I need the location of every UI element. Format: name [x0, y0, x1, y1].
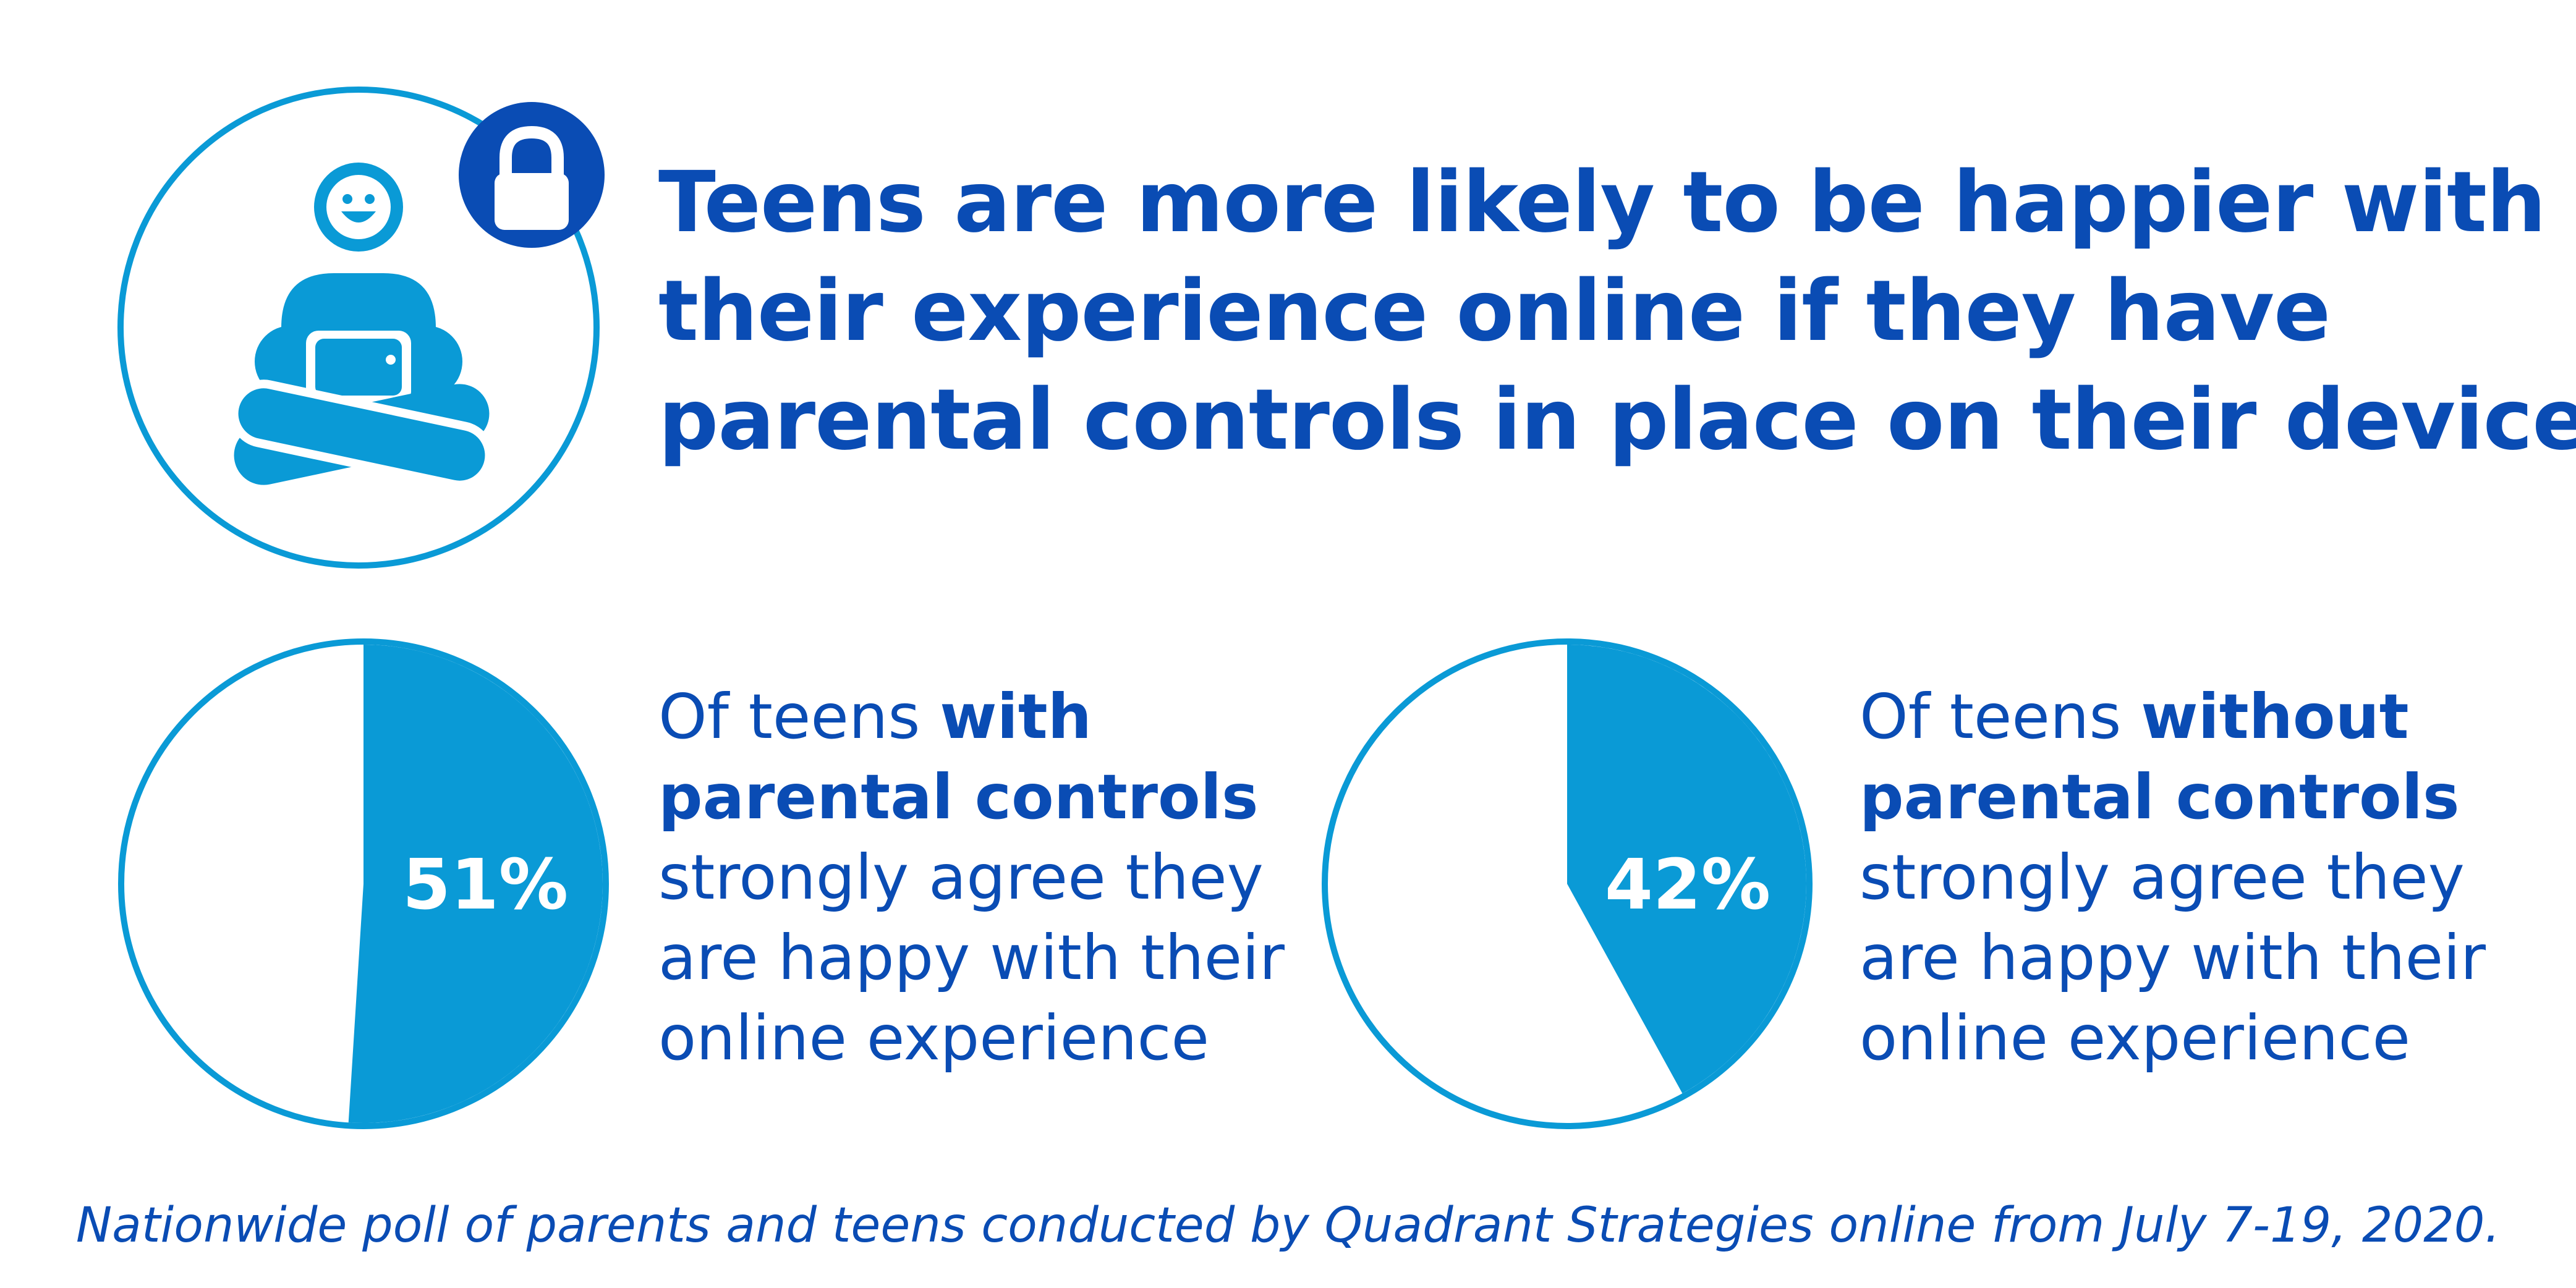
stat-line-4: are happy with their: [1860, 922, 2486, 994]
stat-line-5: online experience: [658, 1002, 1210, 1074]
lock-icon: [459, 102, 605, 248]
stat-description-with-controls: Of teens with parental controls strongly…: [658, 677, 1285, 1078]
stat-line-1: Of teens without: [1860, 680, 2409, 753]
pie-chart-with-controls: 51%: [118, 638, 609, 1129]
pie-value-label-51: 51%: [402, 845, 568, 925]
pie-slice-51: [348, 645, 603, 1124]
headline-line-3: parental controls in place on their devi…: [658, 371, 2576, 469]
source-footnote: Nationwide poll of parents and teens con…: [75, 1198, 2501, 1253]
stat-line-2: parental controls: [1860, 761, 2460, 833]
stat-description-without-controls: Of teens without parental controls stron…: [1860, 677, 2486, 1078]
headline: Teens are more likely to be happier with…: [658, 148, 2576, 475]
stat-line-3: strongly agree they: [658, 841, 1264, 913]
pie-slice-42: [1567, 645, 1806, 1094]
teen-with-tablet-icon: [117, 87, 600, 569]
stat-line-1: Of teens with: [658, 680, 1092, 753]
stat-line-4: are happy with their: [658, 922, 1285, 994]
pie-chart-without-controls: 42%: [1322, 638, 1813, 1129]
stat-line-3: strongly agree they: [1860, 841, 2465, 913]
stat-line-2: parental controls: [658, 761, 1259, 833]
stat-line-5: online experience: [1860, 1002, 2411, 1074]
pie-value-label-42: 42%: [1605, 845, 1770, 925]
headline-line-2: their experience online if they have: [658, 263, 2331, 360]
headline-line-1: Teens are more likely to be happier with: [658, 154, 2546, 252]
